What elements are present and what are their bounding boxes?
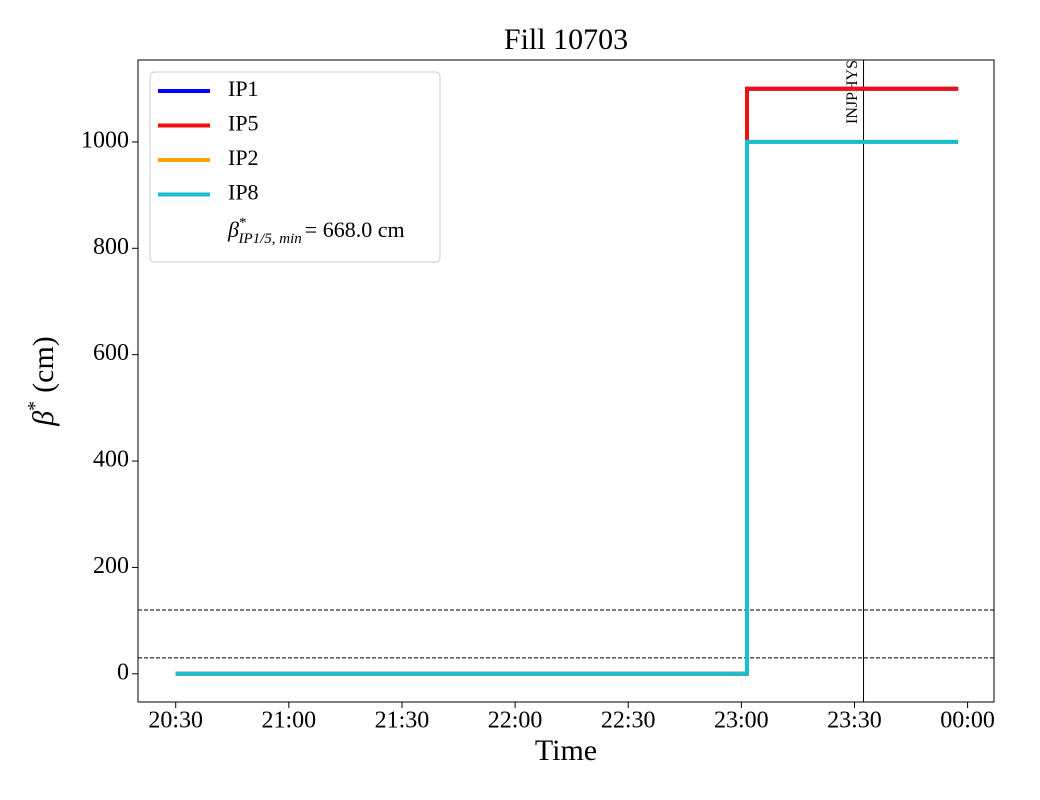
x-tick-label: 00:00 <box>940 708 995 734</box>
legend-label: IP1 <box>228 76 259 101</box>
chart-title: Fill 10703 <box>504 23 628 56</box>
y-tick-label: 200 <box>93 553 129 579</box>
note-sub: IP1/5, min <box>237 231 301 247</box>
event-label: INJPHYS <box>844 60 861 124</box>
x-tick-label: 20:30 <box>148 708 203 734</box>
y-tick-label: 800 <box>93 234 129 260</box>
y-label-sup: * <box>24 401 46 411</box>
legend-label: IP5 <box>228 111 259 136</box>
note-base: β <box>227 217 239 242</box>
legend-note: β* IP1/5, min = 668.0 cm <box>227 215 405 247</box>
x-tick-label: 23:30 <box>827 708 882 734</box>
x-tick-label: 21:00 <box>262 708 317 734</box>
legend-label: IP8 <box>228 180 259 205</box>
y-tick-label: 600 <box>93 340 129 366</box>
x-tick-label: 22:30 <box>601 708 656 734</box>
x-tick-label: 22:00 <box>488 708 543 734</box>
y-tick-label: 0 <box>117 659 129 685</box>
plot-area: 0 200 400 600 800 1000 20:30 21:00 21:30 22:00 22:… <box>81 60 995 734</box>
legend-box <box>149 71 441 263</box>
x-tick-label: 23:00 <box>714 708 769 734</box>
y-tick-label: 400 <box>93 447 129 473</box>
note-sup: * <box>239 215 247 231</box>
x-tick-label: 21:30 <box>375 708 430 734</box>
series-line <box>175 139 959 676</box>
x-axis-label: Time <box>535 734 597 767</box>
axes-frame <box>137 59 995 703</box>
y-axis-label: β* (cm) <box>24 336 60 427</box>
legend-label: IP2 <box>228 145 259 170</box>
y-label-base: β <box>27 411 60 427</box>
y-tick-label: 1000 <box>81 127 129 153</box>
note-rest: = 668.0 cm <box>305 217 405 242</box>
y-label-rest: (cm) <box>27 336 60 393</box>
legend: IP1 IP5 IP2 IP8 β* IP1/5, min = 668.0 cm <box>149 71 441 263</box>
